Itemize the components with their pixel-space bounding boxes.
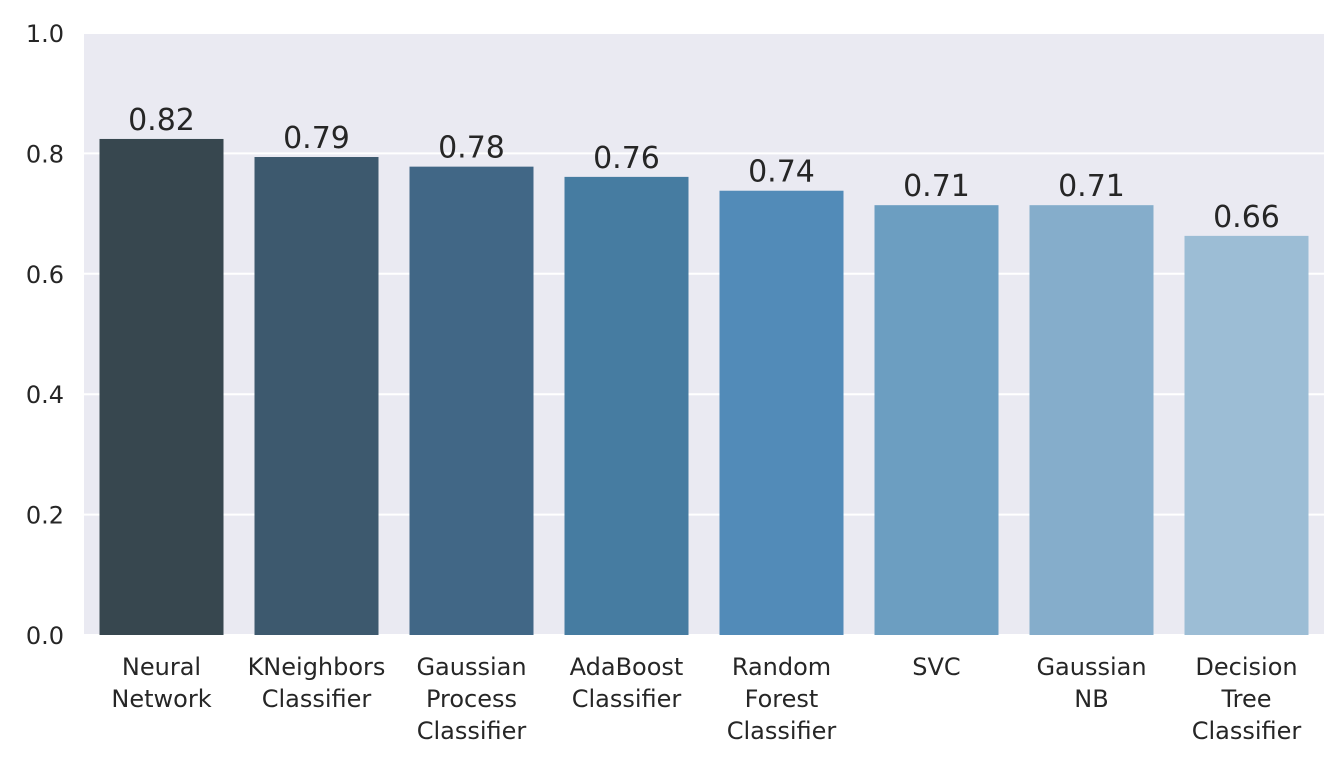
x-tick-label-line: Classifier	[417, 717, 527, 745]
bar	[254, 157, 379, 635]
x-tick-label: AdaBoost Classifier	[570, 653, 684, 713]
y-tick-label: 0.0	[26, 622, 64, 650]
bar	[1029, 205, 1154, 635]
x-tick-label-line: KNeighbors	[248, 653, 386, 681]
value-labels: 0.82 0.79 0.78 0.76 0.74 0.71 0.71 0.66	[128, 103, 1280, 235]
y-tick-label: 0.8	[26, 140, 64, 168]
x-tick-label: SVC	[912, 653, 960, 681]
x-tick-label-line: Classifier	[1192, 717, 1302, 745]
x-tick-label: Gaussian NB	[1036, 653, 1146, 713]
bar	[874, 205, 999, 635]
x-tick-label-line: Random	[732, 653, 831, 681]
x-tick-label-line: Classifier	[262, 685, 372, 713]
bar-value-label: 0.78	[438, 131, 505, 166]
x-tick-label-line: Forest	[745, 685, 819, 713]
x-tick-label: Decision Tree Classifier	[1192, 653, 1302, 745]
x-tick-label-line: Neural	[122, 653, 201, 681]
bar	[564, 176, 689, 636]
y-tick-label: 1.0	[26, 20, 64, 48]
bar	[99, 138, 224, 635]
x-tick-label-line: Network	[111, 685, 211, 713]
bar	[409, 166, 534, 636]
x-tick-label-line: Gaussian	[416, 653, 526, 681]
x-tick-label-line: SVC	[912, 653, 960, 681]
bar-value-label: 0.66	[1213, 200, 1280, 235]
x-tick-label-line: Process	[426, 685, 517, 713]
bar	[1184, 235, 1309, 635]
x-tick-label-line: Gaussian	[1036, 653, 1146, 681]
x-tick-label-line: Classifier	[572, 685, 682, 713]
x-tick-label-line: Classifier	[727, 717, 837, 745]
x-tick-label-line: Tree	[1220, 685, 1271, 713]
x-tick-label-line: AdaBoost	[570, 653, 684, 681]
x-tick-label-line: Decision	[1195, 653, 1297, 681]
x-tick-label: KNeighbors Classifier	[248, 653, 386, 713]
bar-value-label: 0.71	[903, 169, 970, 204]
x-tick-label: Neural Network	[111, 653, 211, 713]
bar	[719, 190, 844, 635]
y-tick-label: 0.4	[26, 381, 64, 409]
bar-value-label: 0.76	[593, 141, 660, 176]
bar-value-label: 0.79	[283, 121, 350, 156]
y-axis: 0.0 0.2 0.4 0.6 0.8 1.0	[26, 20, 64, 650]
bar-value-label: 0.82	[128, 103, 195, 138]
y-tick-label: 0.2	[26, 502, 64, 530]
bar-value-label: 0.71	[1058, 169, 1125, 204]
bars	[99, 138, 1309, 636]
x-tick-label: Gaussian Process Classifier	[416, 653, 526, 745]
bar-value-label: 0.74	[748, 155, 815, 190]
x-tick-label: Random Forest Classifier	[727, 653, 837, 745]
y-tick-label: 0.6	[26, 261, 64, 289]
x-tick-label-line: NB	[1074, 685, 1108, 713]
